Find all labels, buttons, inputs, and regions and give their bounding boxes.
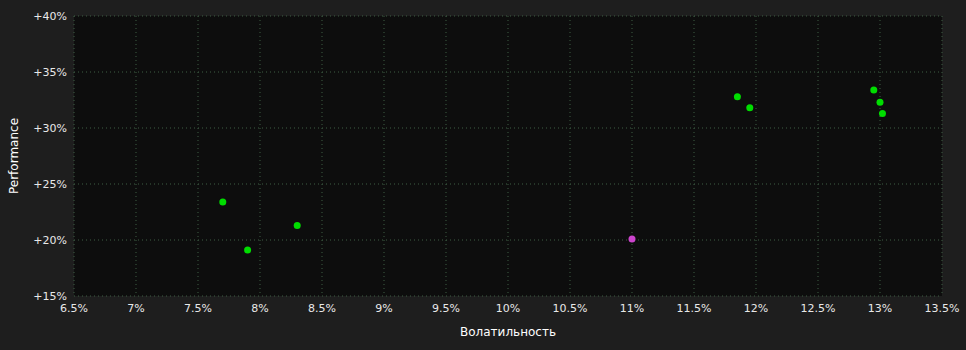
x-tick-label: 13% bbox=[868, 302, 892, 315]
x-tick-label: 13.5% bbox=[925, 302, 960, 315]
x-tick-label: 6.5% bbox=[60, 302, 88, 315]
y-tick-label: +35% bbox=[33, 66, 67, 79]
x-tick-label: 12.5% bbox=[801, 302, 836, 315]
y-tick-label: +15% bbox=[33, 290, 67, 303]
x-tick-label: 8% bbox=[251, 302, 268, 315]
grid-line-x bbox=[818, 16, 819, 296]
y-axis-label: Performance bbox=[7, 118, 21, 194]
grid-line-x bbox=[880, 16, 881, 296]
grid-line-y bbox=[74, 16, 942, 17]
grid-line-x bbox=[570, 16, 571, 296]
grid-line-x bbox=[756, 16, 757, 296]
y-tick-label: +25% bbox=[33, 178, 67, 191]
grid bbox=[74, 16, 942, 296]
grid-line-x bbox=[446, 16, 447, 296]
grid-line-y bbox=[74, 128, 942, 129]
scatter-point bbox=[219, 198, 226, 205]
y-tick-label: +40% bbox=[33, 10, 67, 23]
scatter-point bbox=[244, 247, 251, 254]
x-tick-label: 12% bbox=[744, 302, 768, 315]
grid-line-x bbox=[136, 16, 137, 296]
scatter-point bbox=[734, 93, 741, 100]
x-tick-label: 7% bbox=[127, 302, 144, 315]
x-tick-label: 11.5% bbox=[677, 302, 712, 315]
grid-line-x bbox=[322, 16, 323, 296]
scatter-point bbox=[294, 222, 301, 229]
grid-line-x bbox=[198, 16, 199, 296]
grid-line-x bbox=[74, 16, 75, 296]
x-tick-label: 8.5% bbox=[308, 302, 336, 315]
x-tick-label: 9% bbox=[375, 302, 392, 315]
points bbox=[219, 86, 886, 253]
grid-line-y bbox=[74, 240, 942, 241]
x-tick-label: 7.5% bbox=[184, 302, 212, 315]
grid-line-x bbox=[942, 16, 943, 296]
grid-line-x bbox=[694, 16, 695, 296]
scatter-point bbox=[879, 110, 886, 117]
chart-container: 6.5% 7% 7.5% 8% 8.5% 9% 9.5% 10% 10.5% 11% 11.5% 12… bbox=[0, 0, 966, 350]
x-tick-label: 9.5% bbox=[432, 302, 460, 315]
grid-line-y bbox=[74, 296, 942, 297]
grid-line-x bbox=[384, 16, 385, 296]
x-tick-label: 10% bbox=[496, 302, 520, 315]
grid-line-x bbox=[260, 16, 261, 296]
background bbox=[0, 0, 966, 350]
x-tick-label: 11% bbox=[620, 302, 644, 315]
plot-area bbox=[74, 16, 942, 296]
x-axis-label: Волатильность bbox=[460, 325, 556, 339]
chart: 6.5% 7% 7.5% 8% 8.5% 9% 9.5% 10% 10.5% 11% 11.5% 12… bbox=[0, 0, 966, 350]
grid-line-y bbox=[74, 184, 942, 185]
y-tick-label: +20% bbox=[33, 234, 67, 247]
scatter-point bbox=[746, 104, 753, 111]
scatter-point bbox=[629, 235, 636, 242]
axes: 6.5% 7% 7.5% 8% 8.5% 9% 9.5% 10% 10.5% 11% 11.5% 12… bbox=[33, 10, 959, 315]
scatter-point bbox=[870, 86, 877, 93]
x-tick-label: 10.5% bbox=[553, 302, 588, 315]
grid-line-x bbox=[508, 16, 509, 296]
grid-line-x bbox=[632, 16, 633, 296]
scatter-point bbox=[877, 99, 884, 106]
grid-line-y bbox=[74, 72, 942, 73]
y-tick-label: +30% bbox=[33, 122, 67, 135]
